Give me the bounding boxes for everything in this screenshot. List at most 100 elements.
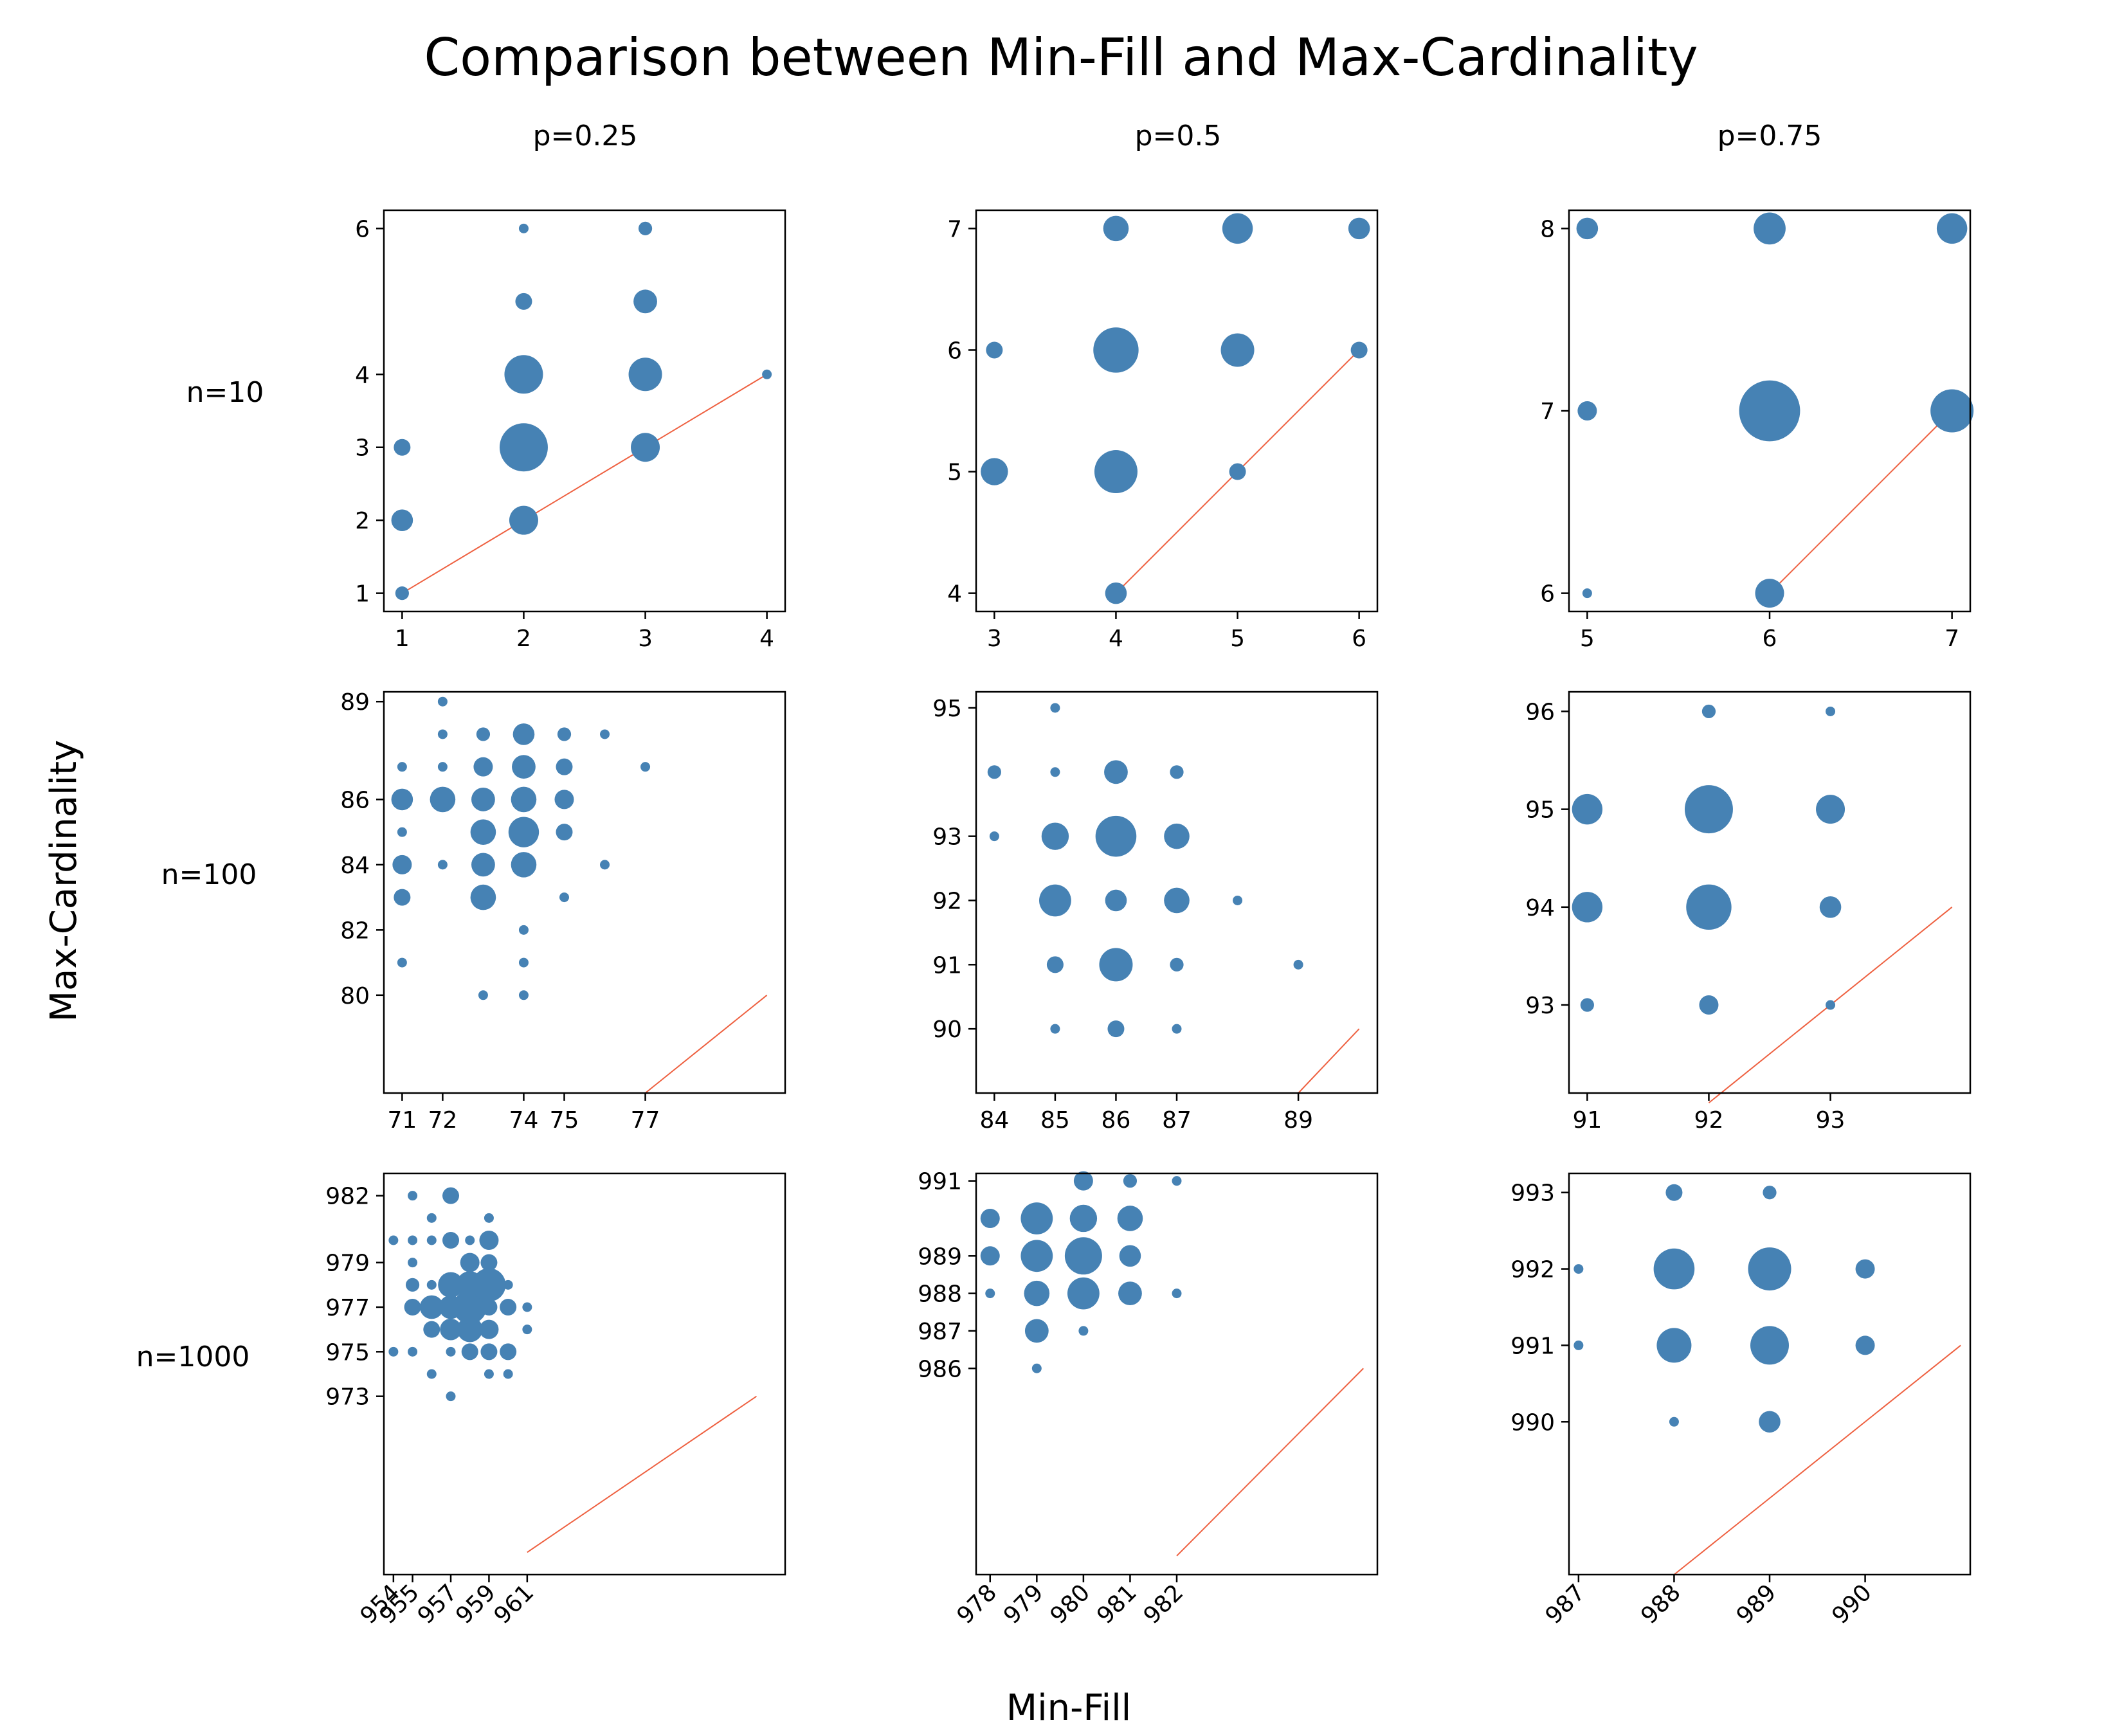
x-tick-label: 990 bbox=[1827, 1579, 1877, 1629]
data-point bbox=[1826, 1000, 1836, 1010]
data-point bbox=[1020, 1202, 1053, 1234]
data-point bbox=[1573, 1340, 1584, 1350]
data-point bbox=[556, 824, 573, 841]
y-tick-label: 3 bbox=[355, 435, 370, 462]
data-point bbox=[471, 788, 495, 811]
data-point bbox=[987, 765, 1001, 779]
y-tick-label: 1 bbox=[355, 581, 370, 608]
subplot-r2-c2: 987 988 989 990 990 991 992 993 bbox=[1510, 1172, 1972, 1629]
data-point bbox=[1665, 1184, 1683, 1201]
data-point bbox=[1819, 896, 1842, 918]
y-tick-label: 93 bbox=[1525, 993, 1555, 1019]
data-point bbox=[1572, 892, 1603, 923]
data-point bbox=[1229, 463, 1246, 480]
data-point bbox=[1816, 795, 1845, 824]
y-tick-label: 4 bbox=[947, 581, 962, 608]
data-point bbox=[499, 423, 548, 472]
y-tick-label: 6 bbox=[1540, 581, 1555, 608]
x-tick-label: 1 bbox=[395, 626, 410, 652]
y-tick-label: 973 bbox=[325, 1384, 370, 1411]
reference-line bbox=[1673, 1344, 1961, 1575]
x-tick-label: 89 bbox=[1283, 1107, 1313, 1134]
x-tick-label: 961 bbox=[489, 1579, 540, 1629]
data-point bbox=[1701, 704, 1716, 719]
y-tick-label: 988 bbox=[918, 1281, 962, 1308]
data-point bbox=[1759, 1411, 1781, 1433]
plot-frame bbox=[383, 209, 786, 613]
y-tick-label: 89 bbox=[340, 689, 370, 716]
data-point bbox=[981, 458, 1008, 485]
data-point bbox=[556, 758, 573, 775]
data-point bbox=[1103, 215, 1129, 242]
data-point bbox=[1656, 1328, 1692, 1363]
data-point bbox=[554, 790, 574, 809]
y-tick-label: 4 bbox=[355, 362, 370, 388]
x-tick-label: 6 bbox=[1763, 626, 1777, 652]
x-tick-label: 981 bbox=[1092, 1579, 1142, 1629]
data-point bbox=[408, 1258, 418, 1268]
data-point bbox=[500, 1299, 517, 1316]
data-point bbox=[1936, 213, 1968, 244]
data-point bbox=[437, 696, 448, 707]
data-point bbox=[408, 1191, 418, 1201]
y-tick-label: 94 bbox=[1525, 895, 1555, 921]
data-point bbox=[515, 293, 532, 310]
data-point bbox=[522, 1325, 532, 1335]
data-point bbox=[1573, 1264, 1584, 1274]
data-point bbox=[1930, 389, 1974, 433]
data-point bbox=[511, 852, 537, 878]
y-tick-label: 986 bbox=[918, 1356, 962, 1382]
data-point bbox=[1064, 1237, 1102, 1275]
plot-frame bbox=[1568, 691, 1972, 1094]
data-point bbox=[426, 1279, 437, 1290]
data-point bbox=[437, 860, 448, 870]
data-point bbox=[388, 1235, 399, 1245]
y-tick-label: 91 bbox=[932, 952, 962, 979]
x-tick-label: 5 bbox=[1580, 626, 1595, 652]
y-tick-label: 95 bbox=[932, 696, 962, 722]
data-point bbox=[1293, 959, 1303, 970]
data-point bbox=[503, 1279, 513, 1290]
data-point bbox=[397, 957, 407, 968]
data-point bbox=[442, 1232, 459, 1249]
data-point bbox=[511, 786, 537, 813]
y-tick-label: 993 bbox=[1510, 1180, 1555, 1207]
data-point bbox=[1763, 1186, 1777, 1200]
data-point bbox=[404, 1299, 421, 1316]
data-point bbox=[1170, 957, 1184, 972]
data-point bbox=[1699, 995, 1719, 1015]
data-point bbox=[512, 723, 535, 745]
x-tick-label: 2 bbox=[516, 626, 531, 652]
x-tick-label: 77 bbox=[631, 1107, 660, 1134]
row-title-n-100: n=100 bbox=[161, 858, 257, 891]
x-tick-label: 74 bbox=[509, 1107, 539, 1134]
subplot-r0-c0: 1 2 3 4 1 2 3 4 6 bbox=[355, 209, 786, 652]
data-point bbox=[762, 369, 772, 379]
data-point bbox=[1172, 1288, 1182, 1299]
data-point bbox=[1855, 1259, 1875, 1279]
data-point bbox=[1105, 582, 1127, 604]
data-point bbox=[638, 221, 653, 235]
data-point bbox=[1118, 1281, 1142, 1306]
data-point bbox=[600, 729, 610, 739]
data-point bbox=[1073, 1171, 1093, 1191]
data-point bbox=[1050, 767, 1060, 777]
data-point bbox=[440, 1318, 462, 1341]
data-point bbox=[391, 788, 413, 811]
data-point bbox=[628, 357, 662, 392]
data-point bbox=[559, 892, 569, 903]
x-tick-label: 75 bbox=[550, 1107, 579, 1134]
y-tick-label: 982 bbox=[325, 1184, 370, 1210]
row-title-n-1000: n=1000 bbox=[136, 1341, 250, 1373]
data-point bbox=[437, 762, 448, 772]
x-tick-label: 4 bbox=[1109, 626, 1123, 652]
y-tick-label: 6 bbox=[355, 216, 370, 242]
data-point bbox=[1024, 1280, 1050, 1307]
data-point bbox=[480, 1254, 498, 1271]
x-tick-label: 982 bbox=[1139, 1579, 1189, 1629]
y-tick-label: 82 bbox=[340, 918, 370, 944]
x-tick-label: 92 bbox=[1694, 1107, 1724, 1134]
data-point bbox=[392, 854, 412, 874]
data-point bbox=[479, 1231, 499, 1250]
